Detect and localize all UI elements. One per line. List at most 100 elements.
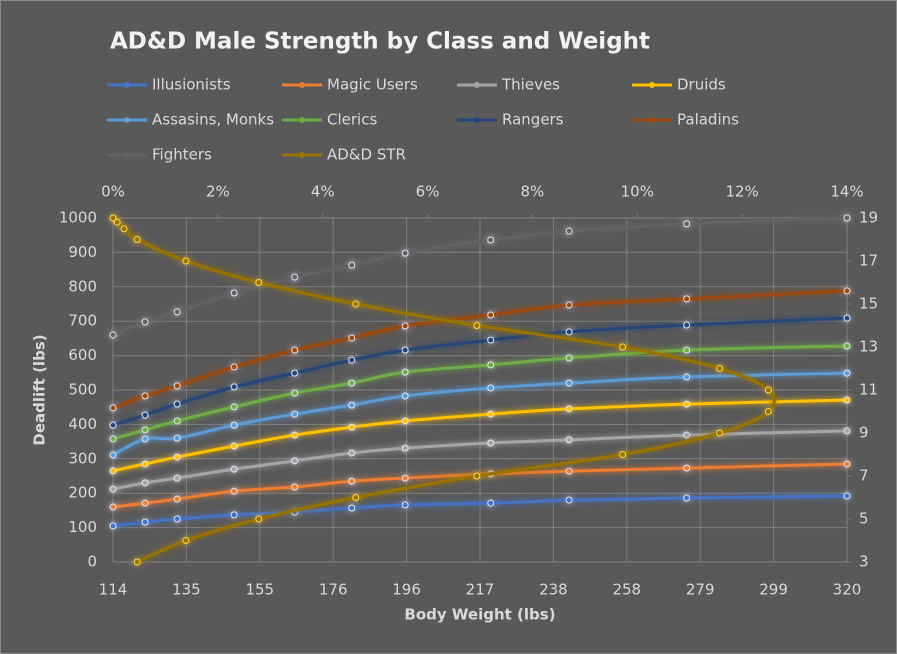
y2-tick-label: 17 [859, 252, 878, 270]
y-axis-title: Deadlift (lbs) [31, 334, 49, 445]
data-point [230, 403, 238, 411]
legend-label: Paladins [677, 111, 739, 129]
series [109, 460, 851, 511]
data-point [487, 439, 495, 447]
y2-tick-label: 9 [859, 424, 869, 442]
data-point [843, 314, 851, 322]
data-point [182, 537, 190, 544]
data-point [487, 384, 495, 392]
data-point [764, 408, 772, 415]
data-point [401, 417, 409, 425]
x2-tick-label: 12% [725, 183, 758, 201]
data-point [348, 477, 356, 485]
data-point [291, 483, 299, 491]
data-point [401, 501, 409, 509]
data-point [173, 382, 181, 390]
data-point [473, 322, 481, 329]
data-point [565, 496, 573, 504]
data-point [619, 343, 627, 351]
data-point [141, 479, 149, 487]
data-point [352, 300, 360, 308]
data-point [141, 411, 149, 419]
data-point [113, 218, 121, 226]
x-tick-label: 176 [319, 581, 348, 599]
data-point [230, 289, 238, 297]
legend-marker [649, 82, 655, 88]
legend-label: AD&D STR [327, 146, 406, 164]
data-point [348, 356, 356, 364]
data-point [619, 451, 627, 458]
data-point [843, 287, 851, 295]
y2-tick-label: 15 [859, 295, 878, 313]
data-point [291, 410, 299, 418]
y-tick-label: 700 [68, 312, 97, 330]
y2-tick-label: 13 [859, 338, 878, 356]
data-point [348, 334, 356, 342]
data-point [141, 318, 149, 326]
data-point [683, 346, 691, 354]
legend-label: Druids [677, 76, 726, 94]
data-point [230, 511, 238, 519]
data-point [565, 379, 573, 387]
y-tick-label: 300 [68, 449, 97, 467]
x-tick-label: 320 [833, 581, 862, 599]
series [109, 369, 851, 459]
data-point [230, 487, 238, 495]
data-point [109, 451, 117, 459]
data-point [565, 467, 573, 475]
x-tick-label: 155 [245, 581, 274, 599]
data-point [230, 442, 238, 450]
y2-tick-label: 5 [859, 510, 869, 528]
legend-marker [474, 117, 480, 123]
data-point [401, 322, 409, 330]
legend-marker [124, 82, 130, 88]
data-point [352, 494, 360, 501]
data-point [487, 236, 495, 244]
data-point [141, 392, 149, 400]
data-point [291, 457, 299, 465]
data-point [487, 499, 495, 507]
data-point [683, 321, 691, 329]
data-point [255, 515, 263, 523]
data-point [683, 400, 691, 408]
data-point [109, 331, 117, 339]
data-point [133, 558, 141, 566]
x-tick-label: 279 [686, 581, 715, 599]
series [109, 287, 851, 412]
x-tick-label: 114 [99, 581, 128, 599]
legend-label: Assasins, Monks [152, 111, 274, 129]
x-axis-title: Body Weight (lbs) [404, 606, 555, 624]
data-point [843, 427, 851, 435]
data-point [843, 342, 851, 350]
x-tick-label: 217 [466, 581, 495, 599]
data-point [683, 373, 691, 381]
x-tick-label: 299 [759, 581, 788, 599]
data-point [565, 301, 573, 309]
data-point [565, 436, 573, 444]
data-point [141, 460, 149, 468]
data-point [173, 515, 181, 523]
legend-label: Illusionists [152, 76, 231, 94]
series [109, 396, 851, 475]
data-point [565, 405, 573, 413]
data-point [487, 311, 495, 319]
data-point [843, 492, 851, 500]
data-point [683, 295, 691, 303]
x2-tick-label: 6% [416, 183, 440, 201]
series [109, 214, 851, 339]
data-point [683, 464, 691, 472]
x-tick-label: 196 [392, 581, 421, 599]
legend-marker [649, 117, 655, 123]
data-point [716, 429, 724, 437]
data-point [182, 257, 190, 265]
data-point [173, 417, 181, 425]
x-tick-label: 238 [539, 581, 568, 599]
data-point [141, 426, 149, 434]
data-point [348, 449, 356, 457]
y-tick-label: 100 [68, 518, 97, 536]
data-point [109, 421, 117, 429]
x2-tick-label: 2% [206, 183, 230, 201]
